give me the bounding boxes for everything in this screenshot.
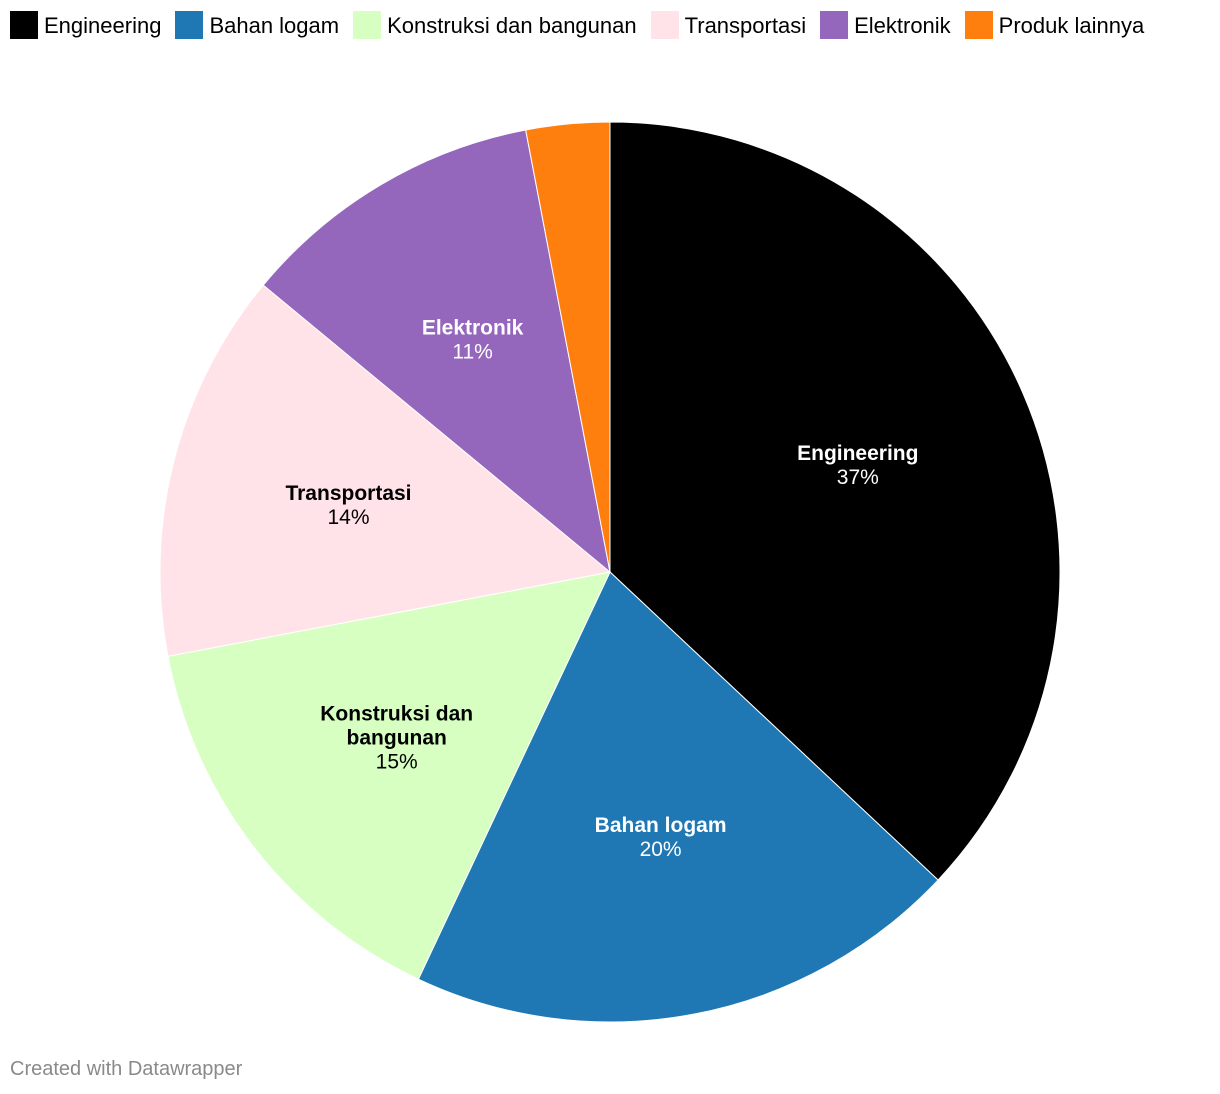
legend-swatch [820, 11, 849, 39]
legend-swatch [175, 11, 204, 39]
pie-slice [167, 571, 611, 980]
pie-slice [609, 121, 1061, 881]
legend-item: Elektronik [820, 8, 951, 44]
slice-label: Bahan logam 20% [595, 814, 727, 861]
slice-value-label: 20% [640, 838, 682, 861]
legend-label: Bahan logam [209, 13, 340, 38]
legend-label: Engineering [44, 13, 162, 38]
slice-name-label: Engineering [797, 442, 918, 465]
slice-value-label: 11% [452, 341, 492, 364]
slice-label: Engineering 37% [797, 442, 918, 489]
slice-label: Transportasi 14% [285, 482, 411, 529]
pie-slice [262, 129, 611, 574]
legend-item: Konstruksi dan bangunan [353, 8, 637, 44]
legend-label: Elektronik [854, 13, 951, 38]
slice-name-label: bangunan [347, 727, 447, 750]
pie-slice [525, 121, 611, 573]
legend-swatch [964, 11, 993, 39]
pie-slice [417, 571, 939, 1023]
legend-label: Transportasi [684, 13, 807, 38]
slice-name-label: Bahan logam [595, 814, 727, 837]
legend-label: Konstruksi dan bangunan [387, 13, 637, 38]
slice-name-label: Konstruksi dan [320, 703, 473, 726]
legend-item: Produk lainnya [964, 8, 1145, 44]
legend-item: Engineering [10, 8, 161, 44]
datawrapper-credit: Created with Datawrapper [10, 1058, 243, 1080]
legend-label: Produk lainnya [998, 13, 1145, 38]
legend-swatch [650, 11, 679, 39]
legend-item: Transportasi [650, 8, 807, 44]
legend-swatch [353, 11, 382, 39]
slice-value-label: 37% [837, 466, 879, 489]
slice-value-label: 15% [376, 751, 418, 774]
legend-swatch [10, 11, 38, 39]
slice-label: Elektronik 11% [422, 317, 524, 364]
pie-slice [159, 284, 612, 657]
slice-name-label: Elektronik [422, 317, 524, 340]
chart-legend: Engineering Bahan logam Konstruksi dan ban… [10, 8, 1200, 44]
slice-name-label: Transportasi [285, 482, 411, 505]
slice-value-label: 14% [327, 506, 369, 529]
legend-item: Bahan logam [175, 8, 339, 44]
slice-label: Konstruksi dan bangunan 15% [320, 703, 473, 774]
